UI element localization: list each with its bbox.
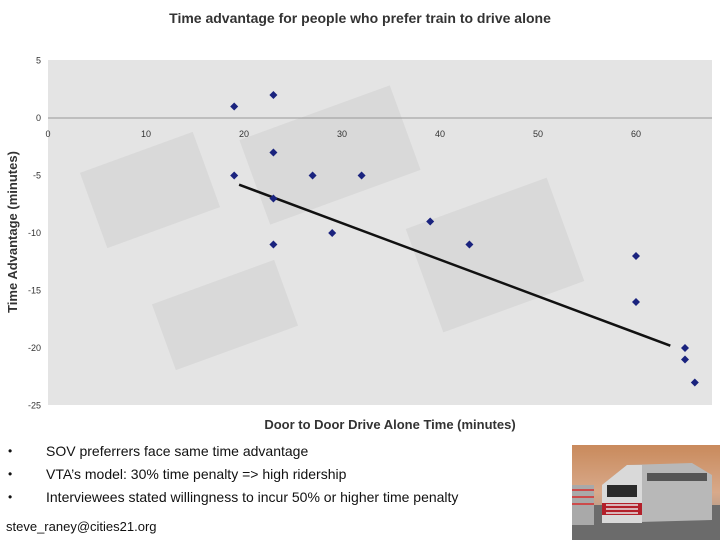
trendline — [238, 183, 671, 347]
data-point — [465, 240, 474, 249]
data-point — [269, 240, 278, 249]
data-point — [328, 229, 337, 237]
data-point — [269, 91, 278, 99]
train-photo-icon — [572, 445, 720, 540]
data-point — [269, 148, 278, 157]
chart-title: Time advantage for people who prefer tra… — [169, 10, 551, 26]
y-tick-label: -5 — [33, 171, 41, 181]
data-point — [269, 194, 278, 203]
data-point — [681, 344, 689, 352]
bullet-item: SOV preferrers face same time advantage — [0, 440, 458, 463]
x-tick-label: 50 — [533, 129, 543, 139]
x-tick-label: 60 — [631, 129, 641, 139]
data-point — [681, 355, 689, 364]
y-tick-label: -20 — [28, 343, 41, 353]
bullet-item: Interviewees stated willingness to incur… — [0, 486, 458, 509]
y-tick-label: 0 — [36, 113, 41, 123]
data-point — [632, 298, 640, 306]
y-axis-title: Time Advantage (minutes) — [5, 151, 20, 313]
data-point — [690, 378, 699, 387]
data-point — [230, 171, 239, 180]
x-axis-title: Door to Door Drive Alone Time (minutes) — [264, 417, 515, 432]
bullet-list: SOV preferrers face same time advantage … — [0, 440, 458, 509]
x-tick-label: 10 — [141, 129, 151, 139]
data-point — [632, 252, 640, 260]
x-tick-label: 30 — [337, 129, 347, 139]
y-tick-label: -25 — [28, 401, 41, 411]
y-tick-label: -10 — [28, 228, 41, 238]
background-pattern — [79, 85, 585, 371]
data-point — [308, 171, 317, 180]
bullet-item: VTA’s model: 30% time penalty => high ri… — [0, 463, 458, 486]
x-tick-label: 40 — [435, 129, 445, 139]
y-tick-label: 5 — [36, 56, 41, 66]
x-tick-label: 0 — [45, 129, 50, 139]
y-tick-label: -15 — [28, 286, 41, 296]
contact-email: steve_raney@cities21.org — [6, 519, 157, 534]
data-point — [357, 171, 366, 180]
x-tick-label: 20 — [239, 129, 249, 139]
data-point — [426, 217, 435, 226]
data-point — [230, 102, 239, 111]
scatter-chart: 0 10 20 30 40 50 60 50-5-10-15-20-25 Door to D… — [5, 56, 712, 432]
